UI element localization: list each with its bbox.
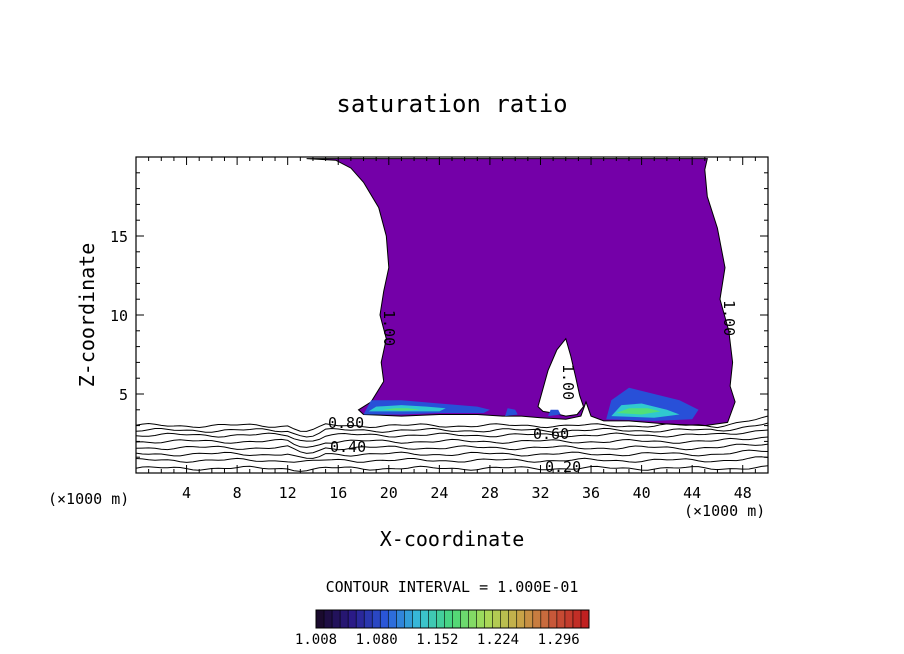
colorbar-cell xyxy=(332,610,341,628)
colorbar-cell xyxy=(492,610,502,628)
plot-area: 0.80 0.40 0.60 0.20 1.00 1.00 1.00 xyxy=(135,156,769,476)
y-axis: 5 10 15 xyxy=(110,172,768,458)
contour-line xyxy=(135,465,769,472)
colorbar xyxy=(315,609,590,629)
contour-line xyxy=(135,443,769,454)
x-tick-label: 24 xyxy=(430,484,448,502)
colorbar-cell xyxy=(540,610,550,628)
colorbar-label: 1.008 xyxy=(295,632,337,648)
colorbar-cell xyxy=(500,610,510,628)
contour-line xyxy=(135,429,769,442)
x-unit-right: (×1000 m) xyxy=(684,502,765,520)
contour-label-1.00-right: 1.00 xyxy=(720,300,738,336)
colorbar-cell xyxy=(388,610,397,628)
colorbar-label: 1.152 xyxy=(416,632,458,648)
x-tick-label: 28 xyxy=(481,484,499,502)
colorbar-cell xyxy=(468,610,478,628)
colorbar-cell xyxy=(316,610,325,628)
cloud-base-bands xyxy=(363,387,699,421)
x-tick-label: 44 xyxy=(683,484,701,502)
y-tick-label: 15 xyxy=(110,228,128,246)
colorbar-cell xyxy=(580,610,590,628)
contour-label-0.80: 0.80 xyxy=(328,414,364,432)
band-green-right xyxy=(616,408,661,415)
contour-labels: 0.80 0.40 0.60 0.20 1.00 1.00 1.00 xyxy=(328,300,738,476)
y-axis-label: Z-coordinate xyxy=(75,243,99,388)
x-unit-left: (×1000 m) xyxy=(48,490,129,508)
contour-label-1.00-mid: 1.00 xyxy=(559,364,577,400)
contour-label-0.60: 0.60 xyxy=(533,425,569,443)
contour-label-0.40: 0.40 xyxy=(330,438,366,456)
x-tick-label: 36 xyxy=(582,484,600,502)
colorbar-cell xyxy=(524,610,534,628)
x-tick-label: 16 xyxy=(329,484,347,502)
colorbar-labels: 1.008 1.080 1.152 1.224 1.296 xyxy=(295,632,580,648)
contour-line xyxy=(135,456,769,463)
colorbar-frame xyxy=(315,609,590,629)
contour-line xyxy=(135,422,769,438)
colorbar-cell xyxy=(564,610,574,628)
colorbar-cell xyxy=(396,610,405,628)
contour-label-1.00-left: 1.00 xyxy=(380,310,398,346)
colorbar-cell xyxy=(412,610,421,628)
band-blue-mid2 xyxy=(548,409,561,417)
colorbar-cell xyxy=(348,610,357,628)
colorbar-cell xyxy=(420,610,429,628)
colorbar-cell xyxy=(572,610,582,628)
colorbar-cell xyxy=(372,610,381,628)
y-tick-label: 10 xyxy=(110,307,128,325)
colorbar-cell xyxy=(340,610,349,628)
colorbar-cell xyxy=(404,610,413,628)
colorbar-cell xyxy=(548,610,558,628)
colorbar-label: 1.296 xyxy=(538,632,580,648)
x-tick-label: 20 xyxy=(380,484,398,502)
colorbar-cell xyxy=(364,610,373,628)
colorbar-cell xyxy=(508,610,518,628)
colorbar-cell xyxy=(324,610,333,628)
colorbar-cell xyxy=(356,610,365,628)
band-blue-mid xyxy=(505,408,518,417)
colorbar-cell xyxy=(380,610,389,628)
x-tick-label: 12 xyxy=(279,484,297,502)
colorbar-cell xyxy=(460,610,470,628)
colorbar-cell xyxy=(484,610,494,628)
x-tick-label: 48 xyxy=(734,484,752,502)
colorbar-cell xyxy=(444,610,453,628)
colorbar-label: 1.080 xyxy=(356,632,398,648)
colorbar-cell xyxy=(476,610,486,628)
x-tick-label: 8 xyxy=(233,484,242,502)
colorbar-cell xyxy=(532,610,542,628)
saturated-region xyxy=(306,158,736,427)
x-axis: 4 8 12 16 20 24 28 32 36 40 44 48 xyxy=(148,157,756,502)
contour-line xyxy=(135,415,769,432)
x-axis-label: X-coordinate xyxy=(380,527,525,551)
y-tick-label: 5 xyxy=(119,386,128,404)
contour-label-0.20: 0.20 xyxy=(545,458,581,476)
colorbar-cell xyxy=(436,610,445,628)
x-tick-label: 4 xyxy=(182,484,191,502)
contour-line xyxy=(135,436,769,448)
contour-interval: CONTOUR INTERVAL = 1.000E-01 xyxy=(326,578,579,596)
chart-title: saturation ratio xyxy=(336,90,567,118)
colorbar-cell xyxy=(556,610,566,628)
contour-lines xyxy=(135,415,769,472)
band-green-left xyxy=(382,408,421,411)
colorbar-label: 1.224 xyxy=(477,632,519,648)
colorbar-cell xyxy=(452,610,462,628)
x-tick-label: 40 xyxy=(633,484,651,502)
colorbar-cell xyxy=(516,610,526,628)
colorbar-cell xyxy=(428,610,437,628)
contour-line xyxy=(135,449,769,459)
x-tick-label: 32 xyxy=(531,484,549,502)
